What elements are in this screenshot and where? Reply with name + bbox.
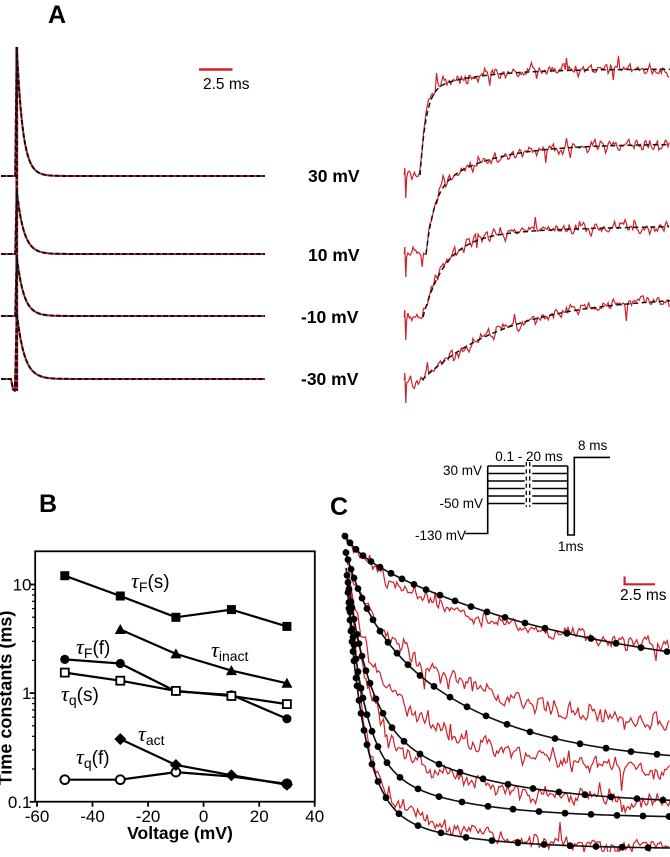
svg-text:τF(f): τF(f)	[76, 634, 110, 661]
svg-text:C: C	[330, 493, 348, 521]
svg-text:40: 40	[305, 807, 324, 826]
svg-text:0.1 - 20 ms: 0.1 - 20 ms	[495, 449, 563, 464]
svg-text:10 mV: 10 mV	[308, 245, 360, 265]
svg-text:0.1: 0.1	[8, 793, 32, 812]
svg-text:2.5 ms: 2.5 ms	[203, 76, 250, 93]
svg-text:-40: -40	[80, 807, 105, 826]
svg-text:A: A	[48, 1, 66, 29]
svg-text:-50 mV: -50 mV	[439, 496, 483, 511]
svg-text:τq(s): τq(s)	[61, 681, 99, 708]
svg-text:Time constants (ms): Time constants (ms)	[0, 611, 16, 786]
svg-text:Voltage (mV): Voltage (mV)	[127, 823, 233, 843]
svg-text:20: 20	[250, 807, 269, 826]
svg-text:B: B	[39, 490, 57, 518]
svg-text:8 ms: 8 ms	[578, 438, 608, 453]
svg-text:10: 10	[13, 576, 32, 595]
svg-text:-10 mV: -10 mV	[301, 307, 359, 327]
svg-text:-30 mV: -30 mV	[301, 369, 359, 389]
svg-text:1: 1	[22, 684, 31, 703]
svg-text:30 mV: 30 mV	[443, 463, 482, 478]
svg-text:-60: -60	[25, 807, 50, 826]
svg-text:τF(s): τF(s)	[131, 568, 170, 595]
svg-text:τq(f): τq(f)	[76, 744, 110, 771]
svg-text:2.5 ms: 2.5 ms	[620, 587, 667, 604]
svg-text:-20: -20	[136, 807, 161, 826]
svg-text:30 mV: 30 mV	[308, 166, 360, 186]
svg-text:0: 0	[199, 807, 208, 826]
svg-text:-130 mV: -130 mV	[415, 528, 466, 543]
svg-text:1ms: 1ms	[558, 539, 584, 554]
